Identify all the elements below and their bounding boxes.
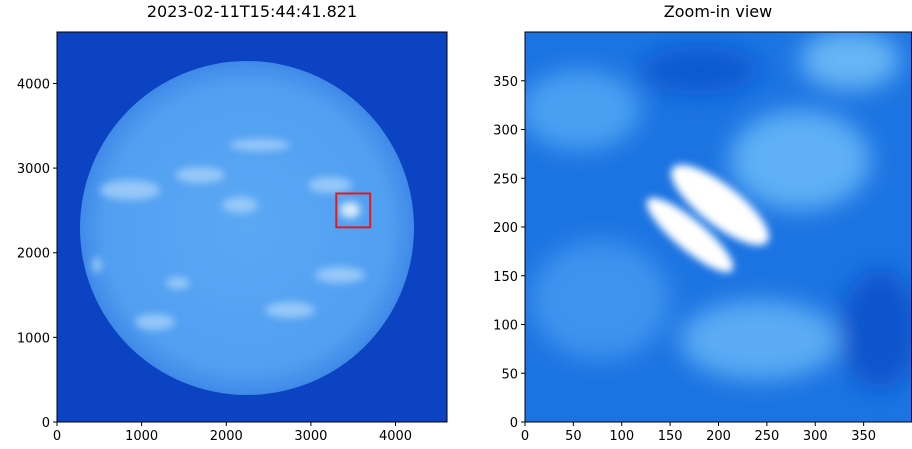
y-tick-label: 100 [493, 319, 518, 334]
x-tick-label: 0 [521, 429, 529, 444]
x-tick-label: 2000 [210, 429, 243, 444]
y-tick-label: 2000 [17, 247, 50, 262]
y-tick-label: 1000 [17, 331, 50, 346]
x-tick-label: 4000 [379, 429, 412, 444]
axes-frame [56, 31, 448, 423]
x-tick-label: 250 [754, 429, 779, 444]
y-tick-label: 200 [493, 221, 518, 236]
x-tick-label: 1000 [125, 429, 158, 444]
y-tick-label: 300 [493, 124, 518, 139]
panel-title: Zoom-in view [664, 2, 772, 21]
x-tick-label: 100 [609, 429, 634, 444]
y-tick-label: 150 [493, 270, 518, 285]
x-tick-label: 200 [706, 429, 731, 444]
x-tick-label: 150 [658, 429, 683, 444]
x-tick-label: 300 [803, 429, 828, 444]
y-tick-label: 350 [493, 75, 518, 90]
x-tick-label: 50 [565, 429, 582, 444]
y-tick-label: 0 [42, 416, 50, 431]
y-tick-label: 0 [510, 416, 518, 431]
panel-title: 2023-02-11T15:44:41.821 [147, 2, 357, 21]
highlight-box [335, 192, 372, 229]
y-tick-label: 250 [493, 172, 518, 187]
y-tick-label: 3000 [17, 162, 50, 177]
zoom-image [525, 32, 912, 422]
x-tick-label: 3000 [294, 429, 327, 444]
x-tick-label: 0 [53, 429, 61, 444]
y-tick-label: 50 [501, 367, 518, 382]
x-tick-label: 350 [851, 429, 876, 444]
sun-image [57, 32, 447, 422]
y-tick-label: 4000 [17, 77, 50, 92]
